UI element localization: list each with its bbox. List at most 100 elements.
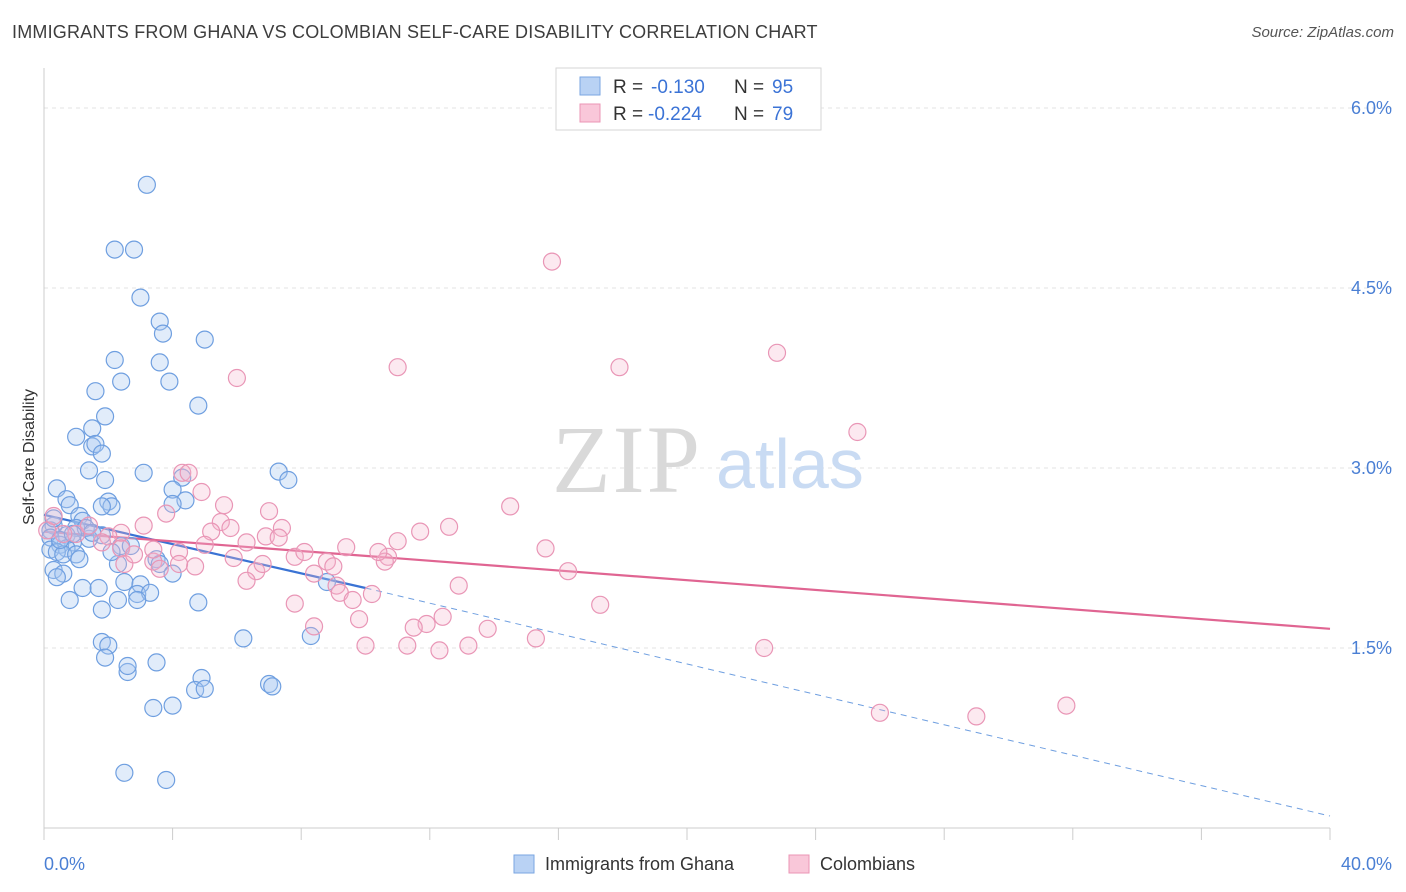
- ghana-point: [99, 636, 118, 655]
- x-tick-label-0: 0.0%: [44, 854, 85, 874]
- legend-r-value-2: -0.224: [648, 104, 702, 125]
- legend-r-label-2: R =: [613, 104, 643, 125]
- colombian-point: [343, 590, 362, 610]
- colombian-point: [501, 497, 520, 516]
- colombian-point: [439, 517, 459, 536]
- ghana-point: [263, 677, 282, 696]
- colombian-point: [526, 629, 545, 648]
- ghana-point: [301, 626, 320, 646]
- y-tick-label-2: 4.5%: [1351, 278, 1392, 298]
- ghana-point: [95, 407, 115, 426]
- ghana-point: [92, 497, 111, 516]
- colombian-point: [227, 368, 246, 388]
- colombian-point: [1057, 696, 1076, 715]
- colombian-point: [144, 540, 163, 559]
- ghana-point: [105, 240, 124, 259]
- ghana-point: [67, 427, 86, 446]
- ghana-point: [92, 600, 111, 619]
- colombians-trendline: [43, 530, 1331, 630]
- ghana-point: [102, 542, 121, 562]
- colombian-point: [478, 619, 497, 638]
- colombian-point: [221, 518, 240, 538]
- ghana-point: [163, 494, 182, 514]
- y-tick-label-3: 6.0%: [1351, 98, 1392, 118]
- ghana-point: [144, 698, 163, 718]
- colombian-point: [304, 564, 324, 583]
- ghana-point: [131, 288, 150, 307]
- ghana-point: [134, 463, 153, 482]
- ghana-point: [83, 419, 102, 438]
- ghana-point: [102, 497, 121, 516]
- bottom-legend-swatch-pink: [788, 854, 810, 874]
- axes: [43, 68, 1331, 840]
- colombian-point: [285, 547, 304, 566]
- ghana-point: [160, 372, 179, 391]
- colombian-point: [398, 636, 417, 655]
- y-tick-label-0: 1.5%: [1351, 638, 1392, 658]
- ghana-point: [189, 396, 208, 415]
- colombian-point: [173, 463, 192, 482]
- colombian-point: [967, 707, 986, 726]
- colombian-point: [375, 552, 394, 571]
- colombian-point: [610, 358, 629, 377]
- ghana-point: [115, 763, 134, 782]
- y-axis-label: Self-Care Disability: [21, 389, 38, 525]
- ghana-point: [105, 350, 124, 370]
- ghana-point: [147, 550, 166, 569]
- tick-labels: 1.5% 3.0% 4.5% 6.0% 0.0% 40.0%: [44, 98, 1392, 874]
- colombian-point: [259, 502, 279, 521]
- ghana-point: [95, 470, 115, 490]
- ghana-point: [73, 578, 92, 598]
- colombian-point: [542, 252, 562, 271]
- colombian-point: [150, 559, 169, 578]
- chart-title: IMMIGRANTS FROM GHANA VS COLOMBIAN SELF-…: [12, 22, 818, 42]
- colombian-point: [411, 522, 430, 541]
- ghana-point: [163, 696, 182, 715]
- colombian-point: [169, 554, 189, 574]
- watermark-zip: ZIP: [552, 406, 702, 513]
- colombian-point: [324, 557, 343, 576]
- colombian-point: [214, 496, 234, 515]
- ghana-point: [150, 312, 169, 331]
- colombian-point: [430, 641, 449, 660]
- colombian-point: [449, 576, 468, 595]
- legend-n-value-2: 79: [772, 104, 793, 125]
- colombian-point: [237, 533, 256, 552]
- ghana-point: [89, 578, 108, 598]
- colombian-point: [237, 571, 256, 590]
- ghana-point: [79, 461, 99, 480]
- ghana-point: [153, 324, 173, 343]
- ghana-point: [195, 679, 214, 698]
- colombian-point: [870, 703, 890, 722]
- colombian-point: [92, 533, 111, 552]
- colombian-point: [134, 516, 153, 535]
- ghana-point: [118, 662, 137, 682]
- legend-n-label-1: N =: [734, 77, 764, 98]
- colombian-point: [192, 482, 211, 502]
- colombian-point: [272, 518, 292, 538]
- ghana-point: [150, 353, 169, 372]
- colombian-point: [224, 548, 243, 568]
- ghana-point: [186, 680, 205, 700]
- watermark-atlas: atlas: [716, 425, 864, 503]
- ghana-point: [112, 372, 131, 391]
- ghana-point: [47, 568, 66, 587]
- ghana-point: [67, 545, 86, 564]
- y-tick-label-1: 3.0%: [1351, 458, 1392, 478]
- colombian-point: [755, 638, 774, 658]
- colombian-point: [356, 636, 375, 655]
- ghana-point: [70, 550, 89, 569]
- ghana-point: [60, 590, 79, 610]
- legend: R = -0.130 N = 95 R = -0.224 N = 79: [555, 67, 822, 131]
- colombian-point: [211, 512, 230, 532]
- ghana-point: [95, 648, 115, 667]
- bottom-legend: Immigrants from Ghana Colombians: [513, 854, 915, 874]
- series-ghana: [41, 175, 337, 790]
- colombian-point: [67, 524, 86, 544]
- colombian-point: [256, 527, 275, 546]
- colombian-point: [369, 542, 388, 562]
- series-colombians: [38, 252, 1076, 726]
- data-points: [38, 175, 1076, 790]
- ghana-point: [86, 382, 105, 401]
